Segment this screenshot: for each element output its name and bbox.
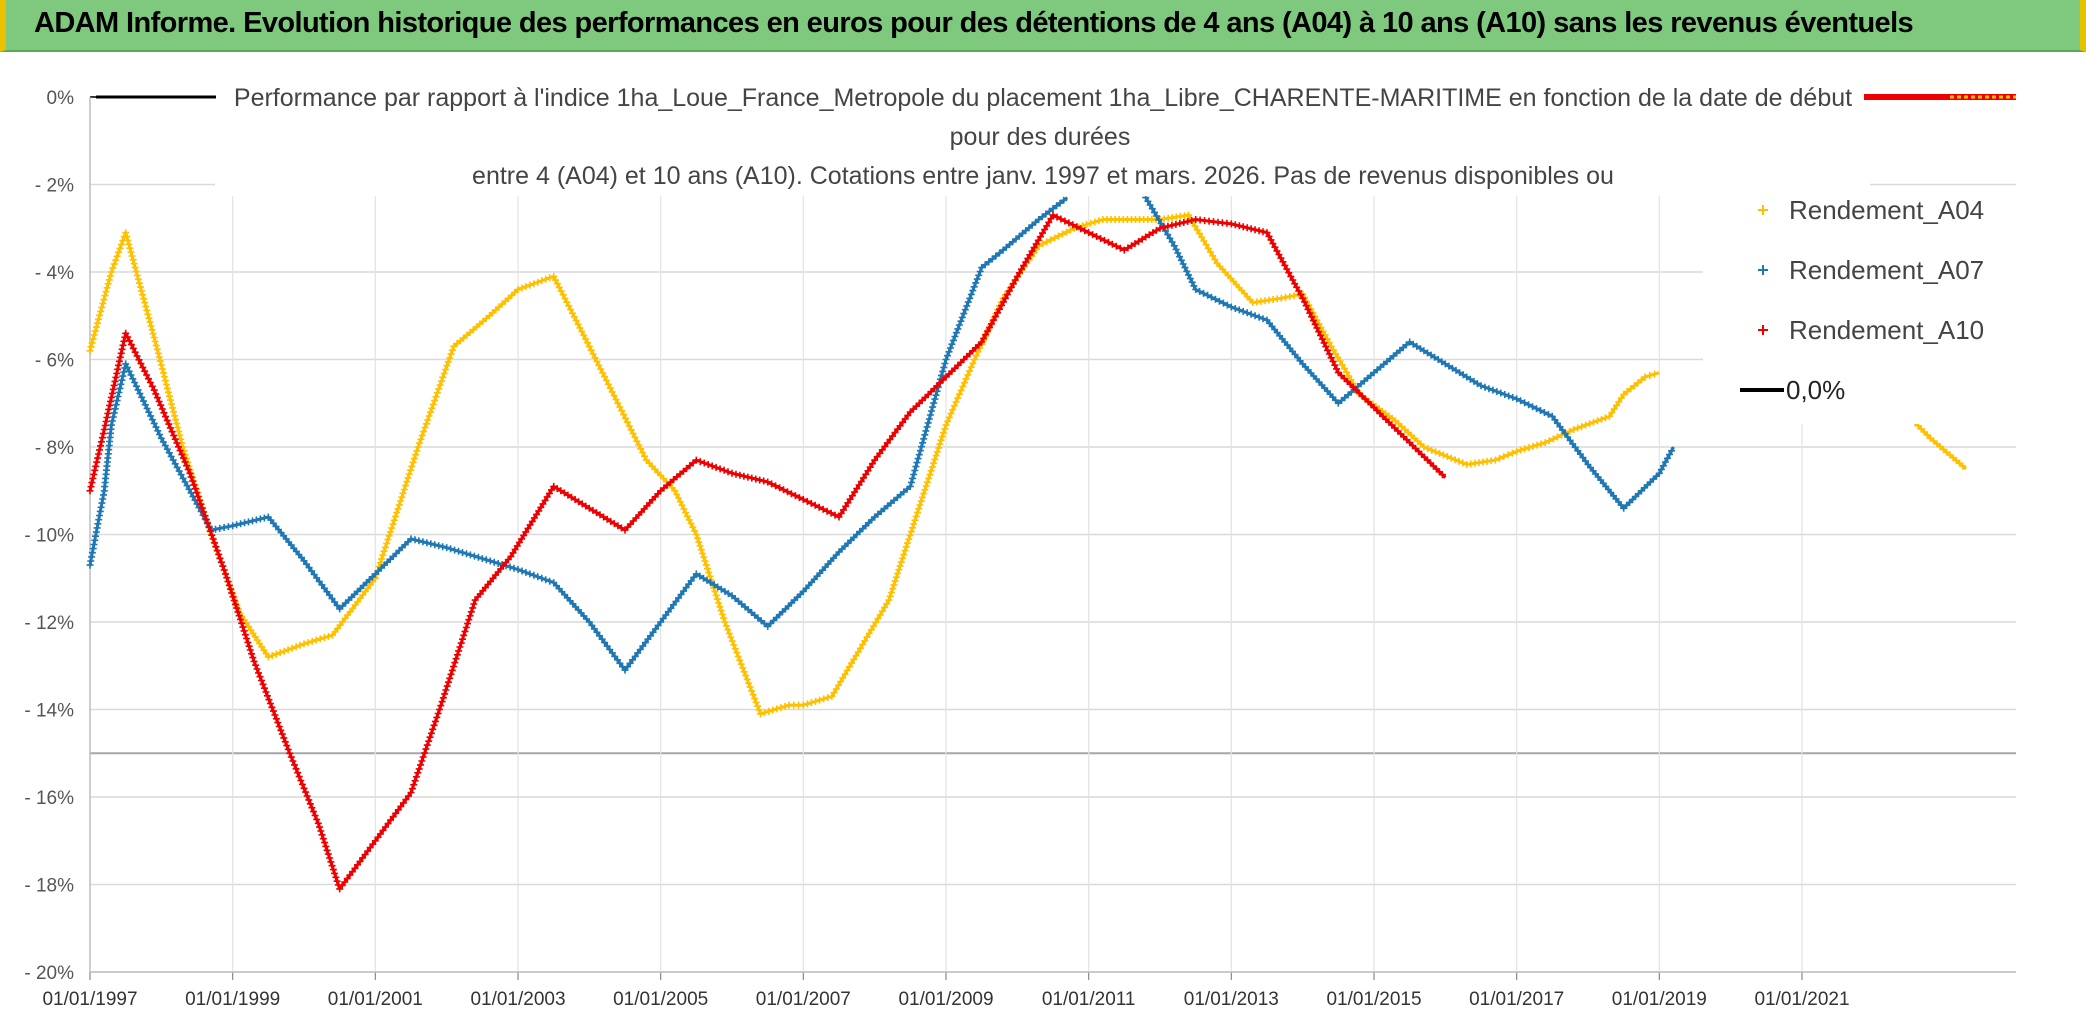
legend-marker bbox=[1758, 265, 1768, 275]
page-title: ADAM Informe. Evolution historique des p… bbox=[34, 7, 1914, 39]
series-rendement-a10 bbox=[86, 211, 1447, 893]
legend-background bbox=[1703, 188, 2021, 424]
series-markers bbox=[86, 211, 1446, 893]
axis-layer: 0% - 2% - 4% - 6% - 8% - 10% - 12% - 14% - 16% - … bbox=[24, 88, 2016, 1010]
legend-marker bbox=[1758, 205, 1768, 215]
chart-title-background bbox=[215, 78, 1870, 196]
series-line bbox=[88, 196, 1069, 672]
x-tick-label: 01/01/2007 bbox=[756, 989, 851, 1010]
y-tick-label: - 4% bbox=[35, 263, 74, 284]
y-tick-label: - 8% bbox=[35, 438, 74, 459]
legend-item-0-0-: 0,0% bbox=[1740, 375, 1845, 405]
y-tick-label: - 18% bbox=[24, 876, 74, 897]
chart-title: Performance par rapport à l'indice 1ha_L… bbox=[96, 78, 2016, 196]
legend-item-rendement-a10: Rendement_A10 bbox=[1758, 315, 1984, 345]
y-tick-label: - 20% bbox=[24, 963, 74, 984]
series-line bbox=[1144, 196, 1675, 510]
x-tick-label: 01/01/2011 bbox=[1042, 989, 1136, 1010]
legend-label: 0,0% bbox=[1786, 375, 1845, 405]
x-tick-label: 01/01/2019 bbox=[1612, 989, 1707, 1010]
legend-item-rendement-a07: Rendement_A07 bbox=[1758, 255, 1984, 285]
y-tick-label: - 14% bbox=[24, 701, 74, 722]
x-tick-label: 01/01/2015 bbox=[1326, 989, 1421, 1010]
x-tick-label: 01/01/2017 bbox=[1469, 989, 1564, 1010]
x-tick-label: 01/01/2021 bbox=[1754, 989, 1849, 1010]
y-tick-label: - 16% bbox=[24, 788, 74, 809]
y-tick-label: - 2% bbox=[35, 176, 74, 197]
legend-label: Rendement_A07 bbox=[1789, 255, 1984, 285]
y-tick-label: - 6% bbox=[35, 351, 74, 372]
legend-marker bbox=[1758, 325, 1768, 335]
legend-item-rendement-a04: Rendement_A04 bbox=[1758, 195, 1984, 225]
legend: Rendement_A04 Rendement_A07 Rendement_A10 0… bbox=[1703, 188, 2021, 424]
x-tick-label: 01/01/1997 bbox=[42, 989, 137, 1010]
header-bar: ADAM Informe. Evolution historique des p… bbox=[0, 0, 2086, 52]
chart-title-line: entre 4 (A04) et 10 ans (A10). Cotations… bbox=[472, 162, 1614, 190]
x-tick-label: 01/01/2009 bbox=[898, 989, 993, 1010]
y-tick-label: 0% bbox=[47, 88, 75, 109]
x-tick-label: 01/01/2001 bbox=[328, 989, 423, 1010]
x-tick-label: 01/01/2005 bbox=[613, 989, 708, 1010]
x-tick-label: 01/01/1999 bbox=[185, 989, 280, 1010]
chart-title-line: pour des durées bbox=[950, 123, 1131, 151]
legend-label: Rendement_A04 bbox=[1789, 195, 1984, 225]
series-markers bbox=[1142, 194, 1676, 512]
series-layer bbox=[86, 194, 1968, 893]
x-tick-label: 01/01/2013 bbox=[1184, 989, 1279, 1010]
y-tick-label: - 12% bbox=[24, 613, 74, 634]
series-rendement-a07-b bbox=[1142, 194, 1676, 512]
y-tick-label: - 10% bbox=[24, 526, 74, 547]
x-tick-label: 01/01/2003 bbox=[470, 989, 565, 1010]
legend-label: Rendement_A10 bbox=[1789, 315, 1984, 345]
chart-title-line: Performance par rapport à l'indice 1ha_L… bbox=[234, 84, 1852, 112]
